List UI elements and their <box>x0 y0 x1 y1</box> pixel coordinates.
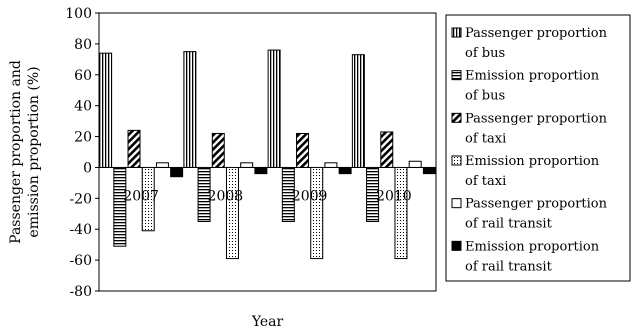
bar <box>141 166 155 232</box>
y-tick-label: -20 <box>69 191 92 207</box>
bar <box>225 166 239 260</box>
bar <box>338 166 352 175</box>
bar <box>183 51 197 168</box>
bar <box>155 162 169 168</box>
y-tick-label: -40 <box>69 222 92 238</box>
bar <box>240 162 254 168</box>
legend-label: Emission proportion <box>465 154 600 169</box>
bar <box>310 166 324 260</box>
bar <box>394 166 408 260</box>
legend-label: of taxi <box>465 174 506 189</box>
y-axis-title: Passenger proportion and emission proport… <box>8 60 42 244</box>
x-category-labels: 2007 2008 2009 2010 <box>123 188 411 204</box>
legend-swatch <box>451 112 462 123</box>
y-tick-label: -80 <box>69 284 92 300</box>
legend-label: of taxi <box>465 131 506 146</box>
y-axis: -80 -60 -40 -20 0 20 40 60 80 100 <box>65 6 99 300</box>
legend-swatch <box>451 240 462 251</box>
bar <box>351 54 365 168</box>
x-category-label: 2007 <box>123 188 159 204</box>
bar <box>324 162 338 168</box>
bar <box>296 132 310 168</box>
bar <box>281 166 295 222</box>
bar <box>267 49 281 168</box>
x-axis-title: Year <box>251 314 284 330</box>
legend-box <box>445 14 631 282</box>
bar <box>380 131 394 168</box>
y-tick-label: -60 <box>69 253 92 269</box>
bar <box>127 129 141 168</box>
x-category-label: 2010 <box>376 188 412 204</box>
bar <box>408 160 422 168</box>
legend-label: Emission proportion <box>465 239 600 254</box>
legend-label: of rail transit <box>465 217 553 232</box>
legend-label: of bus <box>465 46 505 61</box>
legend-label: of bus <box>465 89 505 104</box>
legend-swatch <box>451 27 462 38</box>
bar <box>170 166 184 178</box>
bar <box>254 166 268 175</box>
y-tick-label: 100 <box>65 6 92 22</box>
legend-label: Passenger proportion <box>465 111 608 126</box>
legend-swatch <box>451 155 462 166</box>
y-tick-label: 80 <box>74 37 92 53</box>
y-tick-label: 40 <box>74 99 92 115</box>
legend-label: of rail transit <box>465 259 553 274</box>
legend-label: Passenger proportion <box>465 26 608 41</box>
bar <box>99 52 113 168</box>
y-tick-label: 20 <box>74 130 92 146</box>
y-tick-label: 60 <box>74 68 92 84</box>
legend-swatch <box>451 70 462 81</box>
legend-swatch <box>451 198 462 209</box>
legend-label: Passenger proportion <box>465 197 608 212</box>
y-tick-label: 0 <box>83 160 92 176</box>
legend-label: Emission proportion <box>465 69 600 84</box>
bars <box>99 49 436 260</box>
bar <box>211 132 225 168</box>
y-axis-title-line: emission proportion (%) <box>26 66 42 237</box>
plot-area <box>98 12 437 292</box>
plot-frame <box>98 12 437 292</box>
bar <box>422 166 436 175</box>
bar <box>113 166 127 247</box>
y-axis-title-line: Passenger proportion and <box>8 60 24 244</box>
bar <box>366 166 380 222</box>
x-category-label: 2008 <box>208 188 244 204</box>
x-category-label: 2009 <box>292 188 328 204</box>
legend: Passenger proportion of bus Emission propo… <box>445 14 631 282</box>
bar <box>197 166 211 222</box>
